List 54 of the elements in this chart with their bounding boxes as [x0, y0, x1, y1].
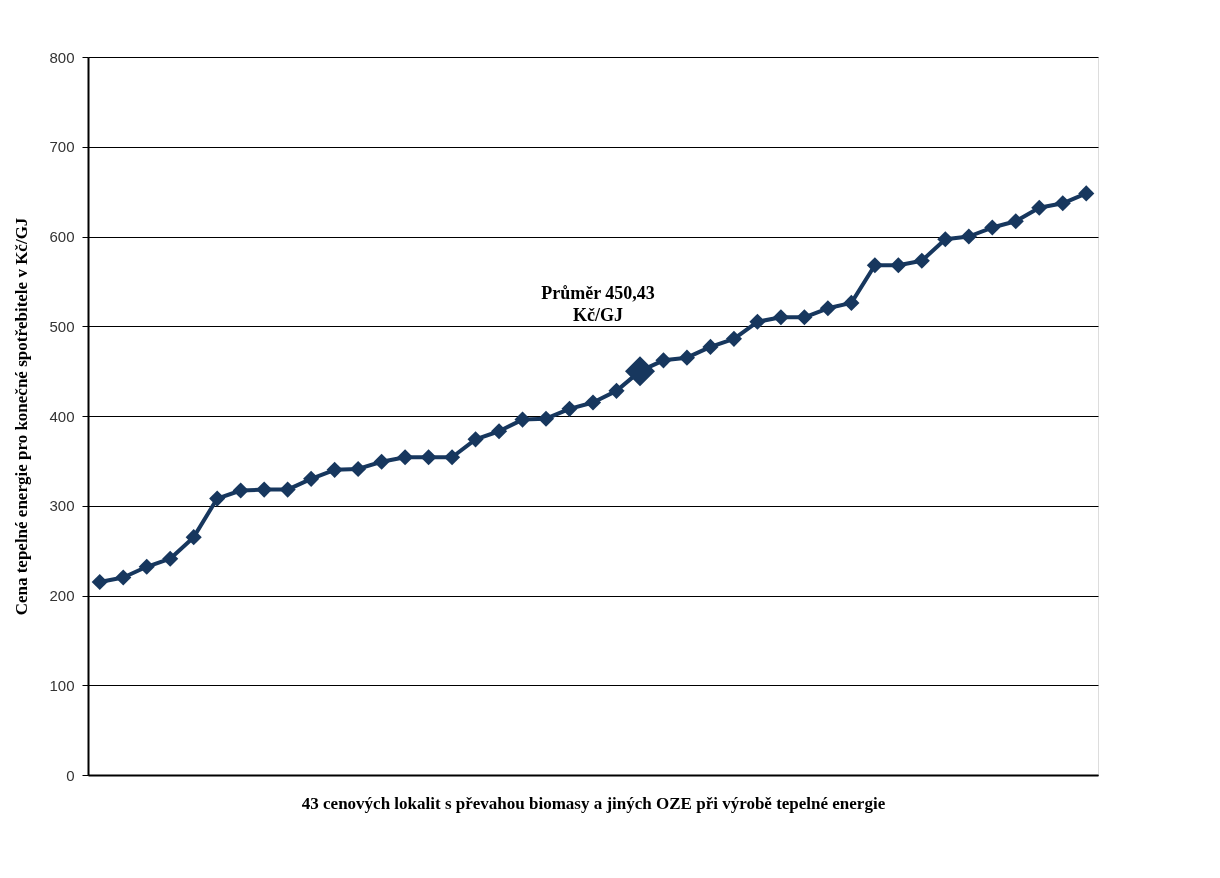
point [232, 482, 249, 499]
point [678, 349, 696, 366]
point [209, 490, 226, 507]
point [1031, 199, 1048, 216]
y-tick-label: 600 [49, 228, 75, 245]
point [561, 400, 578, 417]
point [256, 481, 273, 498]
point [937, 231, 954, 248]
point [725, 330, 742, 347]
point [279, 481, 296, 498]
point [185, 529, 202, 546]
point [91, 573, 108, 591]
y-tick-label: 400 [49, 407, 75, 425]
point [913, 252, 930, 269]
point [115, 569, 132, 586]
point [1054, 195, 1071, 212]
point [490, 423, 508, 440]
point [960, 228, 977, 245]
point [397, 449, 414, 466]
point [138, 558, 155, 575]
point [467, 431, 484, 448]
point [1078, 185, 1095, 202]
annotation: Průměr 450,43 Kč/GJ [541, 283, 655, 325]
point [326, 461, 343, 478]
point [890, 257, 907, 274]
point [373, 453, 390, 470]
point [984, 219, 1001, 236]
point [702, 338, 719, 355]
y-tick-label: 0 [66, 766, 75, 784]
point [749, 313, 766, 330]
point [420, 449, 437, 466]
point [514, 411, 531, 428]
point [819, 300, 836, 317]
point [796, 309, 813, 326]
y-axis-title: Cena tepelné energie pro konečné spotřebitele v Kč/GJ [12, 217, 32, 616]
y-tick-label: 500 [49, 317, 75, 335]
point [303, 470, 320, 487]
point [608, 382, 625, 399]
y-tick-label: 200 [49, 587, 75, 604]
point [1007, 213, 1024, 230]
x-axis-title: 43 cenových lokalit s převahou biomasy a jiných OZE při výrobě tepelné energie [301, 793, 886, 813]
y-tick-label: 300 [49, 497, 75, 515]
point [584, 394, 602, 411]
point [444, 449, 461, 466]
point [350, 460, 367, 478]
point [866, 257, 883, 274]
point [655, 352, 672, 369]
point [624, 356, 655, 387]
point [843, 294, 860, 311]
point [772, 309, 789, 326]
point [162, 550, 179, 567]
y-tick-label: 700 [49, 138, 75, 156]
y-tick-label: 100 [49, 676, 75, 694]
y-tick-label: 800 [49, 48, 75, 66]
